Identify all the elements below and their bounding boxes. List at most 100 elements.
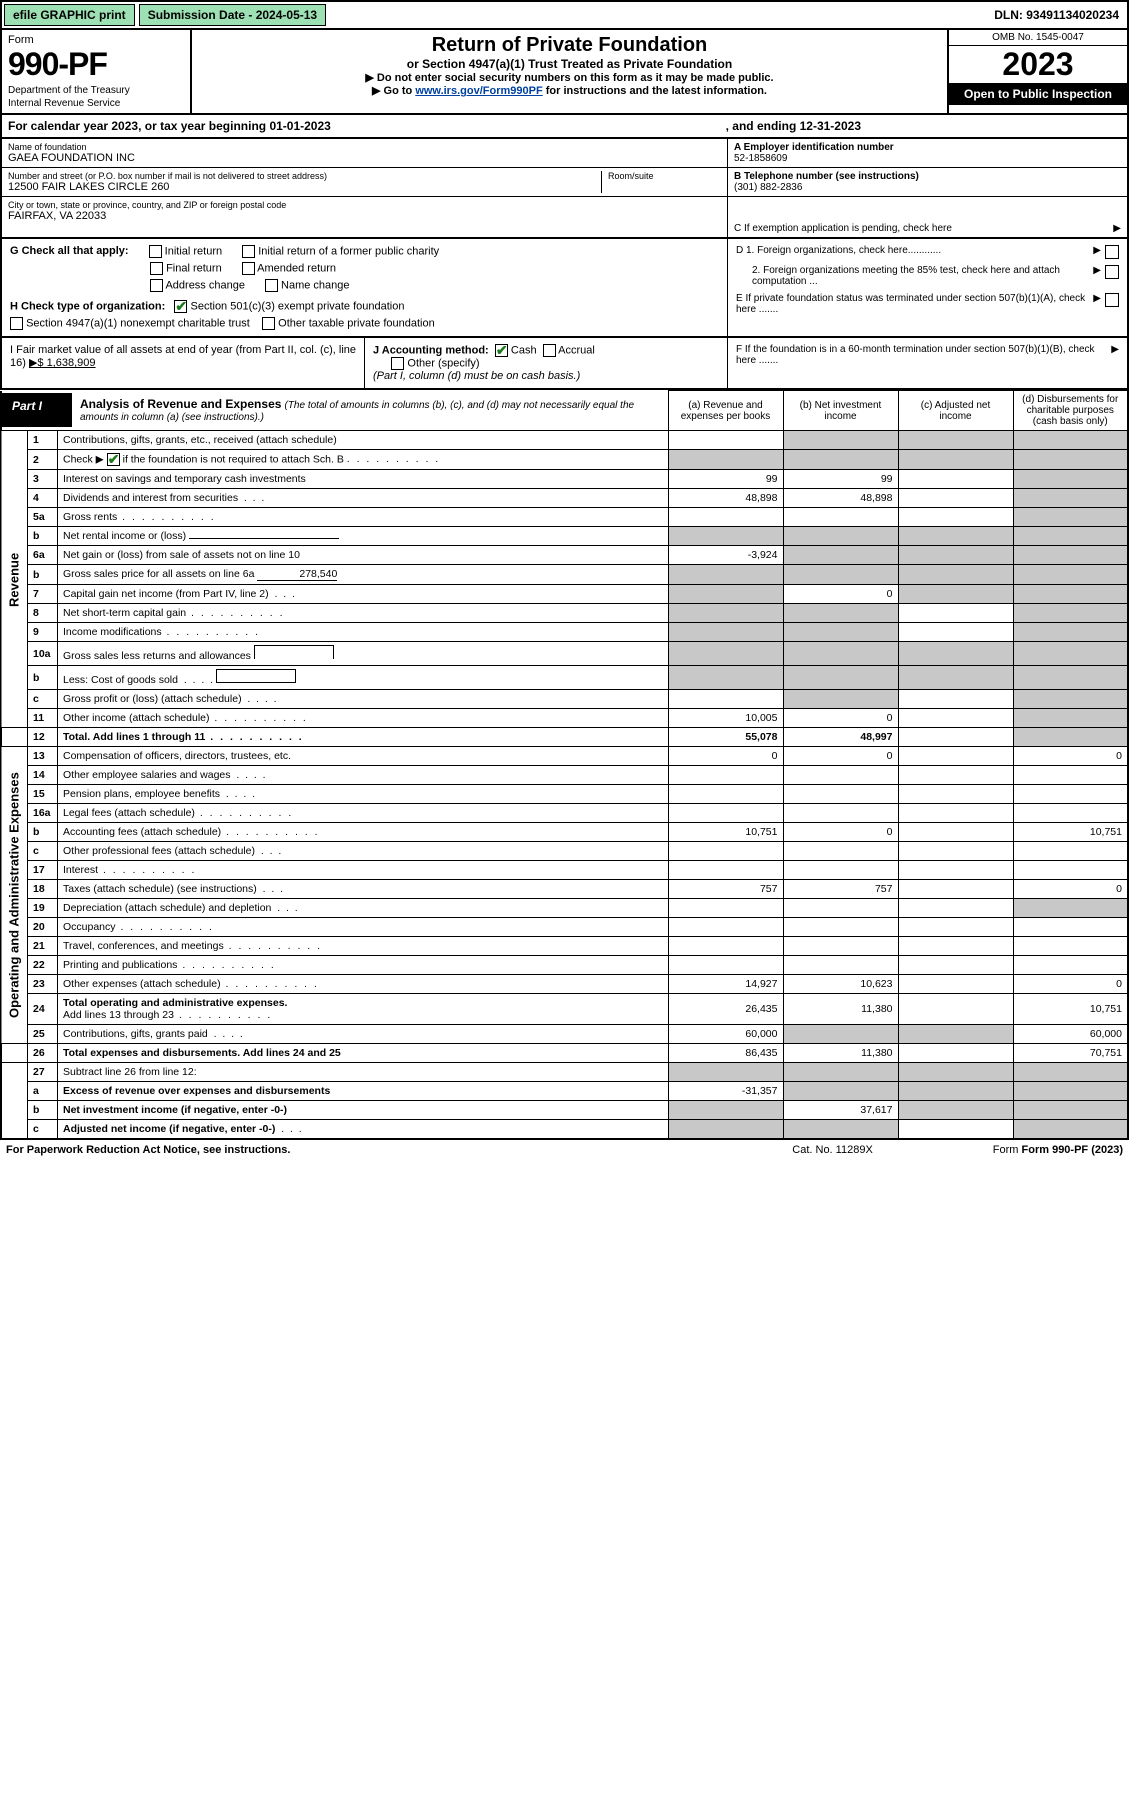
d1-label: D 1. Foreign organizations, check here..… [736,245,1089,259]
line-num: 22 [28,956,58,975]
gross-sales-value: 278,540 [257,568,337,581]
ein-label: A Employer identification number [734,142,1121,153]
instructions-link-line: ▶ Go to www.irs.gov/Form990PF for instru… [196,84,943,97]
cell-value: 757 [783,880,898,899]
initial-return-checkbox[interactable] [149,245,162,258]
line-desc: Interest [58,861,669,880]
table-row: Operating and Administrative Expenses 13… [1,747,1128,766]
table-row: 5a Gross rents [1,508,1128,527]
arrow-icon: ▶ [1093,293,1101,315]
amended-return-label: Amended return [257,262,336,274]
accrual-label: Accrual [558,344,595,356]
name-label: Name of foundation [8,142,721,152]
line-desc: Travel, conferences, and meetings [58,937,669,956]
other-taxable-label: Other taxable private foundation [278,317,435,329]
sch-b-checkbox[interactable] [107,453,120,466]
line-desc: Capital gain net income (from Part IV, l… [58,585,669,604]
final-return-checkbox[interactable] [150,262,163,275]
cell-value: 10,005 [668,709,783,728]
section-4947-checkbox[interactable] [10,317,23,330]
line-num: 23 [28,975,58,994]
line-num: 4 [28,489,58,508]
table-row: 12 Total. Add lines 1 through 11 55,078 … [1,728,1128,747]
accrual-checkbox[interactable] [543,344,556,357]
initial-public-checkbox[interactable] [242,245,255,258]
line-desc: Accounting fees (attach schedule) [58,823,669,842]
calendar-year-row: For calendar year 2023, or tax year begi… [0,115,1129,139]
table-row: Revenue 1 Contributions, gifts, grants, … [1,431,1128,450]
e-checkbox[interactable] [1105,293,1119,307]
line-num: 5a [28,508,58,527]
tax-year: 2023 [949,46,1127,83]
line-num: 24 [28,994,58,1025]
efile-print-button[interactable]: efile GRAPHIC print [4,4,135,26]
i-j-f-row: I Fair market value of all assets at end… [0,338,1129,390]
id-right: A Employer identification number 52-1858… [727,139,1127,237]
phone-label: B Telephone number (see instructions) [734,171,1121,182]
table-row: 9 Income modifications [1,623,1128,642]
line-desc: Interest on savings and temporary cash i… [58,470,669,489]
table-row: 20 Occupancy [1,918,1128,937]
cell-value: 48,997 [783,728,898,747]
instructions-link[interactable]: www.irs.gov/Form990PF [415,85,542,97]
form-number: 990-PF [8,46,184,83]
table-row: 26 Total expenses and disbursements. Add… [1,1044,1128,1063]
page-footer: For Paperwork Reduction Act Notice, see … [0,1140,1129,1160]
top-bar: efile GRAPHIC print Submission Date - 20… [0,0,1129,30]
phone-value: (301) 882-2836 [734,182,1121,193]
line-num: b [28,1101,58,1120]
section-501-checkbox[interactable] [174,300,187,313]
address-change-checkbox[interactable] [150,279,163,292]
irs-label: Internal Revenue Service [8,98,184,109]
table-row: 21 Travel, conferences, and meetings [1,937,1128,956]
revenue-side-label: Revenue [1,431,28,728]
line-desc: Other expenses (attach schedule) [58,975,669,994]
dept-treasury: Department of the Treasury [8,85,184,96]
name-change-checkbox[interactable] [265,279,278,292]
line-num: c [28,690,58,709]
cell-value: 0 [783,747,898,766]
cell-value: 48,898 [668,489,783,508]
table-row: c Gross profit or (loss) (attach schedul… [1,690,1128,709]
line-desc: Legal fees (attach schedule) [58,804,669,823]
cell-value: 0 [783,585,898,604]
table-row: c Adjusted net income (if negative, ente… [1,1120,1128,1140]
cell-value: 48,898 [783,489,898,508]
identification-grid: Name of foundation GAEA FOUNDATION INC N… [0,139,1129,239]
dln: DLN: 93491134020234 [986,5,1127,25]
cell-value: 757 [668,880,783,899]
line-num: 27 [28,1063,58,1082]
line-num: b [28,666,58,690]
other-taxable-checkbox[interactable] [262,317,275,330]
table-row: 18 Taxes (attach schedule) (see instruct… [1,880,1128,899]
table-row: b Net investment income (if negative, en… [1,1101,1128,1120]
line-num: b [28,565,58,585]
open-inspection: Open to Public Inspection [949,83,1127,105]
table-row: 24 Total operating and administrative ex… [1,994,1128,1025]
address-row: Number and street (or P.O. box number if… [2,168,727,197]
line-desc: Other income (attach schedule) [58,709,669,728]
line-desc: Income modifications [58,623,669,642]
exemption-row: C If exemption application is pending, c… [728,197,1127,237]
city-state-zip: FAIRFAX, VA 22033 [8,210,721,222]
cash-checkbox[interactable] [495,344,508,357]
cell-value: 10,751 [668,823,783,842]
table-row: 19 Depreciation (attach schedule) and de… [1,899,1128,918]
cell-value: 10,623 [783,975,898,994]
part1-table: Part I Analysis of Revenue and Expenses … [0,390,1129,1140]
id-left: Name of foundation GAEA FOUNDATION INC N… [2,139,727,237]
line-num: 26 [28,1044,58,1063]
d1-checkbox[interactable] [1105,245,1119,259]
form-subtitle: or Section 4947(a)(1) Trust Treated as P… [196,57,943,71]
line-num: b [28,527,58,546]
d2-checkbox[interactable] [1105,265,1119,279]
form-header: Form 990-PF Department of the Treasury I… [0,30,1129,115]
expenses-side-label: Operating and Administrative Expenses [1,747,28,1044]
note2-pre: ▶ Go to [372,85,415,97]
address: 12500 FAIR LAKES CIRCLE 260 [8,181,601,193]
cell-value: 60,000 [668,1025,783,1044]
amended-return-checkbox[interactable] [242,262,255,275]
other-method-checkbox[interactable] [391,357,404,370]
arrow-icon: ▶ [1111,344,1119,382]
line-num: 20 [28,918,58,937]
